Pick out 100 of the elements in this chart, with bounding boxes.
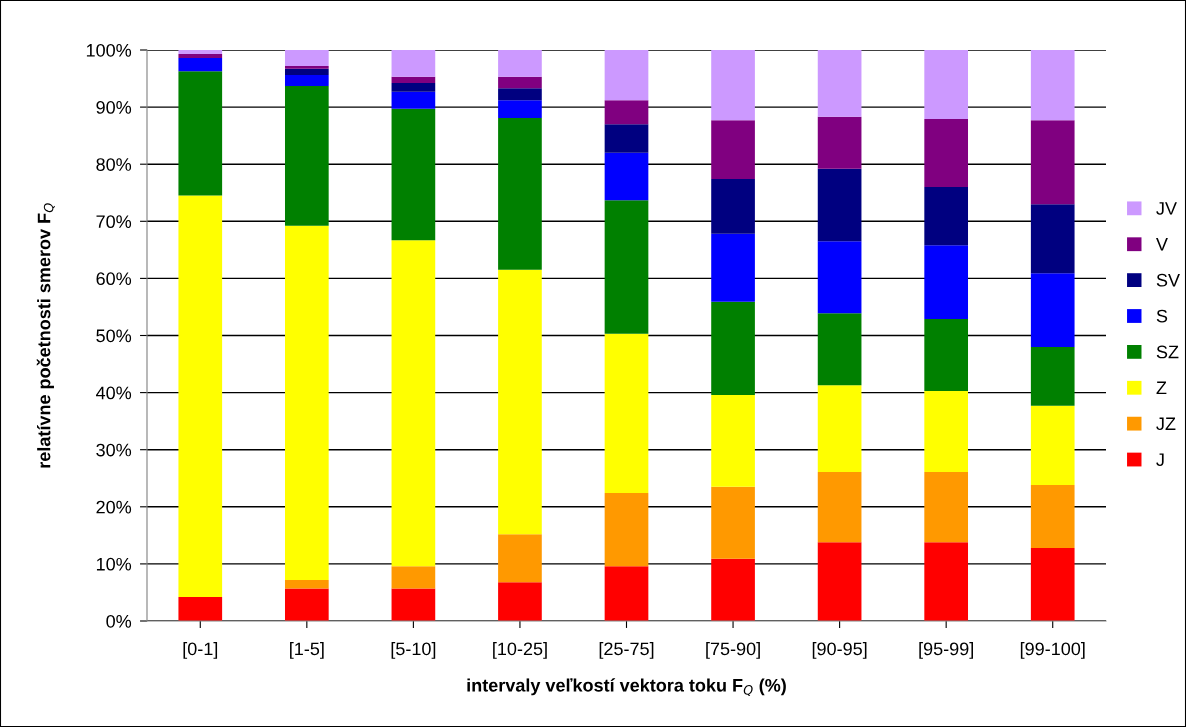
bar [817,241,862,314]
bar [1030,120,1075,205]
bar [604,124,649,153]
bar [391,91,436,109]
x-tick-label: [10-25] [493,641,547,659]
bar [924,119,969,188]
legend-label: V [1156,238,1168,251]
legend-label: SZ [1156,345,1179,359]
bar [711,558,755,621]
bar [284,225,329,580]
bar [1030,405,1075,486]
y-tick-label: 80% [96,158,132,171]
bar [924,245,969,319]
bar [817,116,862,169]
bar [817,50,862,117]
x-axis-title: intervaly veľkostí vektora toku F$_{Q}$ (%) [467,678,786,697]
bar [284,579,329,589]
bar [604,200,649,334]
bar [817,471,862,543]
bar [604,493,649,567]
bar [604,566,649,621]
bar [284,85,329,226]
bar [391,50,436,77]
bar [1030,204,1075,274]
bar [1030,273,1075,347]
bar [604,152,649,201]
bar [498,100,542,118]
bar [817,385,862,472]
bar [711,179,755,234]
bar [498,582,542,621]
bar [498,534,542,583]
bar [178,50,223,54]
bar [391,83,436,92]
x-tick-label: [75-90] [706,641,760,659]
x-tick-label: [25-75] [599,641,654,659]
y-tick-label: 20% [96,500,132,514]
bar [924,390,969,472]
y-tick-label: 60% [96,272,132,286]
bar [604,333,649,494]
y-tick-label: 0% [106,614,132,628]
x-tick-label: [5-10] [391,641,436,659]
bar [498,50,542,77]
y-tick-label: 50% [96,329,132,343]
bar [178,71,223,196]
bar [711,394,755,487]
x-tick-label: [1-5] [290,641,324,659]
legend-label: S [1156,309,1168,323]
x-tick-label: [95-99] [919,641,973,659]
x-tick-label: [0-1] [183,641,218,659]
bar [711,301,755,395]
bar [391,108,436,241]
bar [711,233,755,302]
bar [284,65,329,69]
bar [178,597,223,621]
bar [1030,346,1075,406]
bar [817,542,862,621]
bar [924,50,969,120]
legend-label: JZ [1156,417,1176,431]
bar [1030,547,1075,621]
y-tick-label: 40% [96,386,132,400]
bar [711,120,755,180]
y-tick-label: 90% [96,101,132,114]
bar [817,168,862,242]
bar [178,195,223,598]
legend-label: Z [1156,381,1167,395]
y-axis-title: relatívne početnosti smerov F$_{Q}$ [36,203,55,468]
y-tick-label: 70% [96,215,132,229]
y-tick-label: 10% [96,557,132,571]
bar [391,566,436,589]
bar [391,240,436,567]
bar [284,75,329,86]
legend-label: JV [1156,202,1177,215]
bar [711,486,755,559]
bar [498,269,542,535]
bar [924,471,969,543]
x-tick-label: [90-95] [812,641,867,659]
bar [817,313,862,386]
x-tick-label: [99-100] [1020,641,1085,659]
bar [1030,50,1075,121]
bar [178,54,223,58]
bar [924,187,969,246]
legend-label: J [1156,453,1164,466]
bar [498,88,542,101]
y-tick-label: 30% [96,443,132,457]
bar [284,50,329,66]
y-tick-label: 100% [86,43,132,57]
bar [284,68,329,76]
bar [178,57,223,72]
legend-label: SV [1156,273,1180,287]
bar [391,76,436,84]
bar [711,50,755,121]
bar [924,542,969,621]
bar [284,588,329,621]
bar [498,117,542,270]
bar [604,50,649,101]
bar [924,318,969,391]
bar [604,100,649,125]
bar [498,76,542,89]
bar [1030,485,1075,548]
bar [391,588,436,621]
